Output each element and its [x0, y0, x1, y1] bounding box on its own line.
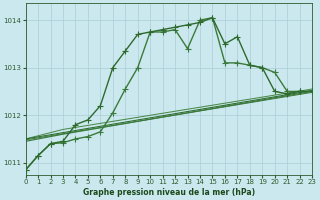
X-axis label: Graphe pression niveau de la mer (hPa): Graphe pression niveau de la mer (hPa)	[83, 188, 255, 197]
